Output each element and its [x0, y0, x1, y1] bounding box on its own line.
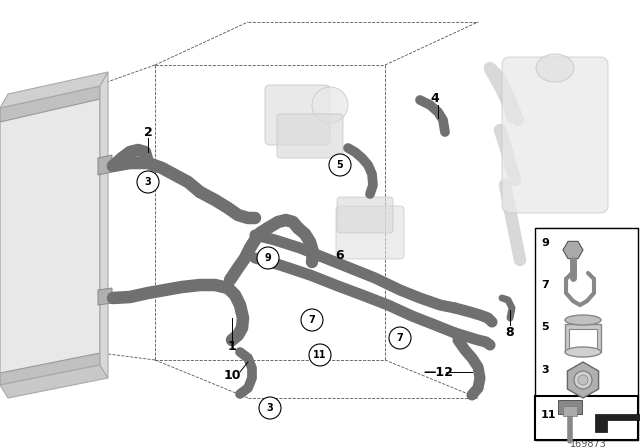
Text: —12: —12	[423, 366, 453, 379]
FancyBboxPatch shape	[336, 206, 404, 259]
Text: 169873: 169873	[570, 439, 607, 448]
Circle shape	[257, 247, 279, 269]
FancyBboxPatch shape	[337, 197, 393, 233]
Polygon shape	[0, 72, 108, 108]
Circle shape	[312, 87, 348, 123]
FancyBboxPatch shape	[265, 85, 330, 145]
Text: 7: 7	[308, 315, 316, 325]
Circle shape	[389, 327, 411, 349]
Ellipse shape	[565, 347, 601, 357]
Circle shape	[578, 375, 588, 385]
Text: 5: 5	[337, 160, 344, 170]
Circle shape	[259, 397, 281, 419]
Text: 9: 9	[541, 238, 549, 248]
Polygon shape	[535, 396, 638, 440]
Circle shape	[309, 344, 331, 366]
FancyBboxPatch shape	[277, 114, 343, 158]
Text: 8: 8	[506, 326, 515, 339]
Polygon shape	[563, 241, 583, 258]
FancyBboxPatch shape	[563, 406, 577, 416]
Circle shape	[574, 371, 592, 389]
Text: 7: 7	[397, 333, 403, 343]
Polygon shape	[100, 72, 108, 378]
Circle shape	[301, 309, 323, 331]
Text: 11: 11	[541, 410, 557, 420]
Text: 11: 11	[313, 350, 327, 360]
Text: 3: 3	[541, 365, 548, 375]
Text: 5: 5	[541, 322, 548, 332]
Text: 6: 6	[336, 249, 344, 262]
Polygon shape	[98, 288, 112, 305]
Polygon shape	[568, 362, 598, 398]
Text: 9: 9	[264, 253, 271, 263]
Text: 7: 7	[541, 280, 548, 290]
Text: 2: 2	[143, 125, 152, 138]
FancyBboxPatch shape	[558, 400, 582, 414]
Polygon shape	[0, 353, 100, 385]
FancyBboxPatch shape	[502, 57, 608, 213]
FancyBboxPatch shape	[569, 329, 597, 349]
Text: 1: 1	[228, 340, 236, 353]
Ellipse shape	[565, 315, 601, 325]
Text: 3: 3	[145, 177, 152, 187]
Text: 3: 3	[267, 403, 273, 413]
Polygon shape	[0, 86, 100, 122]
Ellipse shape	[536, 54, 574, 82]
Polygon shape	[535, 228, 638, 440]
Polygon shape	[0, 365, 108, 398]
Text: 10: 10	[223, 369, 241, 382]
Polygon shape	[0, 88, 100, 380]
Circle shape	[137, 171, 159, 193]
Circle shape	[329, 154, 351, 176]
Polygon shape	[98, 155, 112, 175]
Text: 4: 4	[431, 91, 440, 104]
Polygon shape	[595, 414, 640, 432]
FancyBboxPatch shape	[565, 324, 601, 352]
